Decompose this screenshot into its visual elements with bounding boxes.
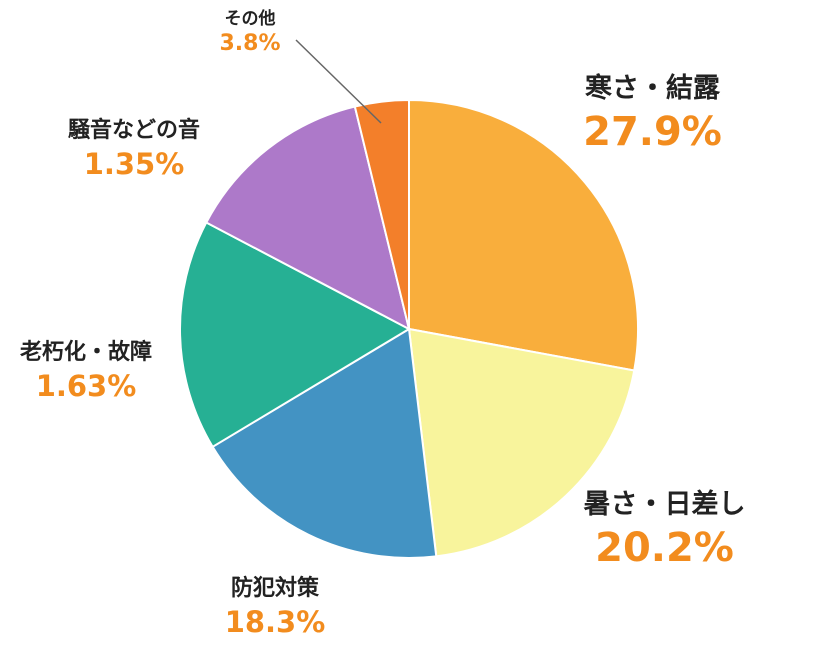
pie-slice-aging bbox=[179, 221, 412, 449]
slice-name: 騒音などの音 bbox=[67, 118, 200, 143]
slice-name: 暑さ・日差し bbox=[583, 489, 746, 520]
slice-label-cold: 寒さ・結露 27.9% bbox=[560, 66, 745, 155]
slice-name: 防犯対策 bbox=[230, 576, 319, 601]
pie-slice-cold bbox=[408, 98, 639, 372]
slice-label-other: その他 3.8% bbox=[205, 4, 295, 56]
slice-value: 27.9% bbox=[583, 109, 722, 155]
slice-label-aging: 老朽化・故障 1.63% bbox=[0, 334, 172, 403]
pie-slice-other bbox=[353, 98, 410, 330]
slice-value: 20.2% bbox=[595, 525, 734, 571]
pie-slice-crime bbox=[211, 327, 438, 559]
pie-slices bbox=[179, 98, 639, 559]
slice-label-crime: 防犯対策 18.3% bbox=[200, 570, 350, 639]
pie-slice-heat bbox=[407, 327, 636, 558]
slice-label-noise: 騒音などの音 1.35% bbox=[35, 112, 233, 181]
slice-value: 3.8% bbox=[219, 31, 281, 56]
slice-name: 老朽化・故障 bbox=[19, 340, 152, 365]
slice-name: その他 bbox=[224, 9, 276, 29]
slice-value: 1.63% bbox=[35, 369, 137, 403]
slice-label-heat: 暑さ・日差し 20.2% bbox=[557, 482, 772, 571]
slice-value: 1.35% bbox=[83, 147, 185, 181]
slice-name: 寒さ・結露 bbox=[585, 73, 720, 104]
slice-value: 18.3% bbox=[224, 605, 326, 639]
pie-slice-noise bbox=[204, 105, 411, 331]
leader-line-other bbox=[295, 39, 382, 124]
